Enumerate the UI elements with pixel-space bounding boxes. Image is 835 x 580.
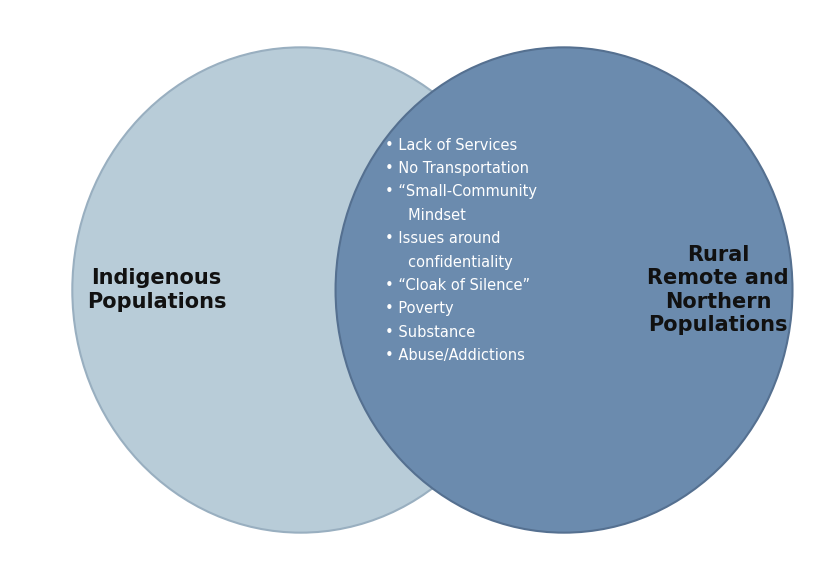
Text: • Lack of Services
• No Transportation
• “Small-Community
     Mindset
• Issues : • Lack of Services • No Transportation •… — [385, 137, 537, 363]
Text: Indigenous
Populations: Indigenous Populations — [87, 269, 226, 311]
Ellipse shape — [73, 48, 529, 532]
Ellipse shape — [336, 48, 792, 532]
Text: Rural
Remote and
Northern
Populations: Rural Remote and Northern Populations — [647, 245, 789, 335]
